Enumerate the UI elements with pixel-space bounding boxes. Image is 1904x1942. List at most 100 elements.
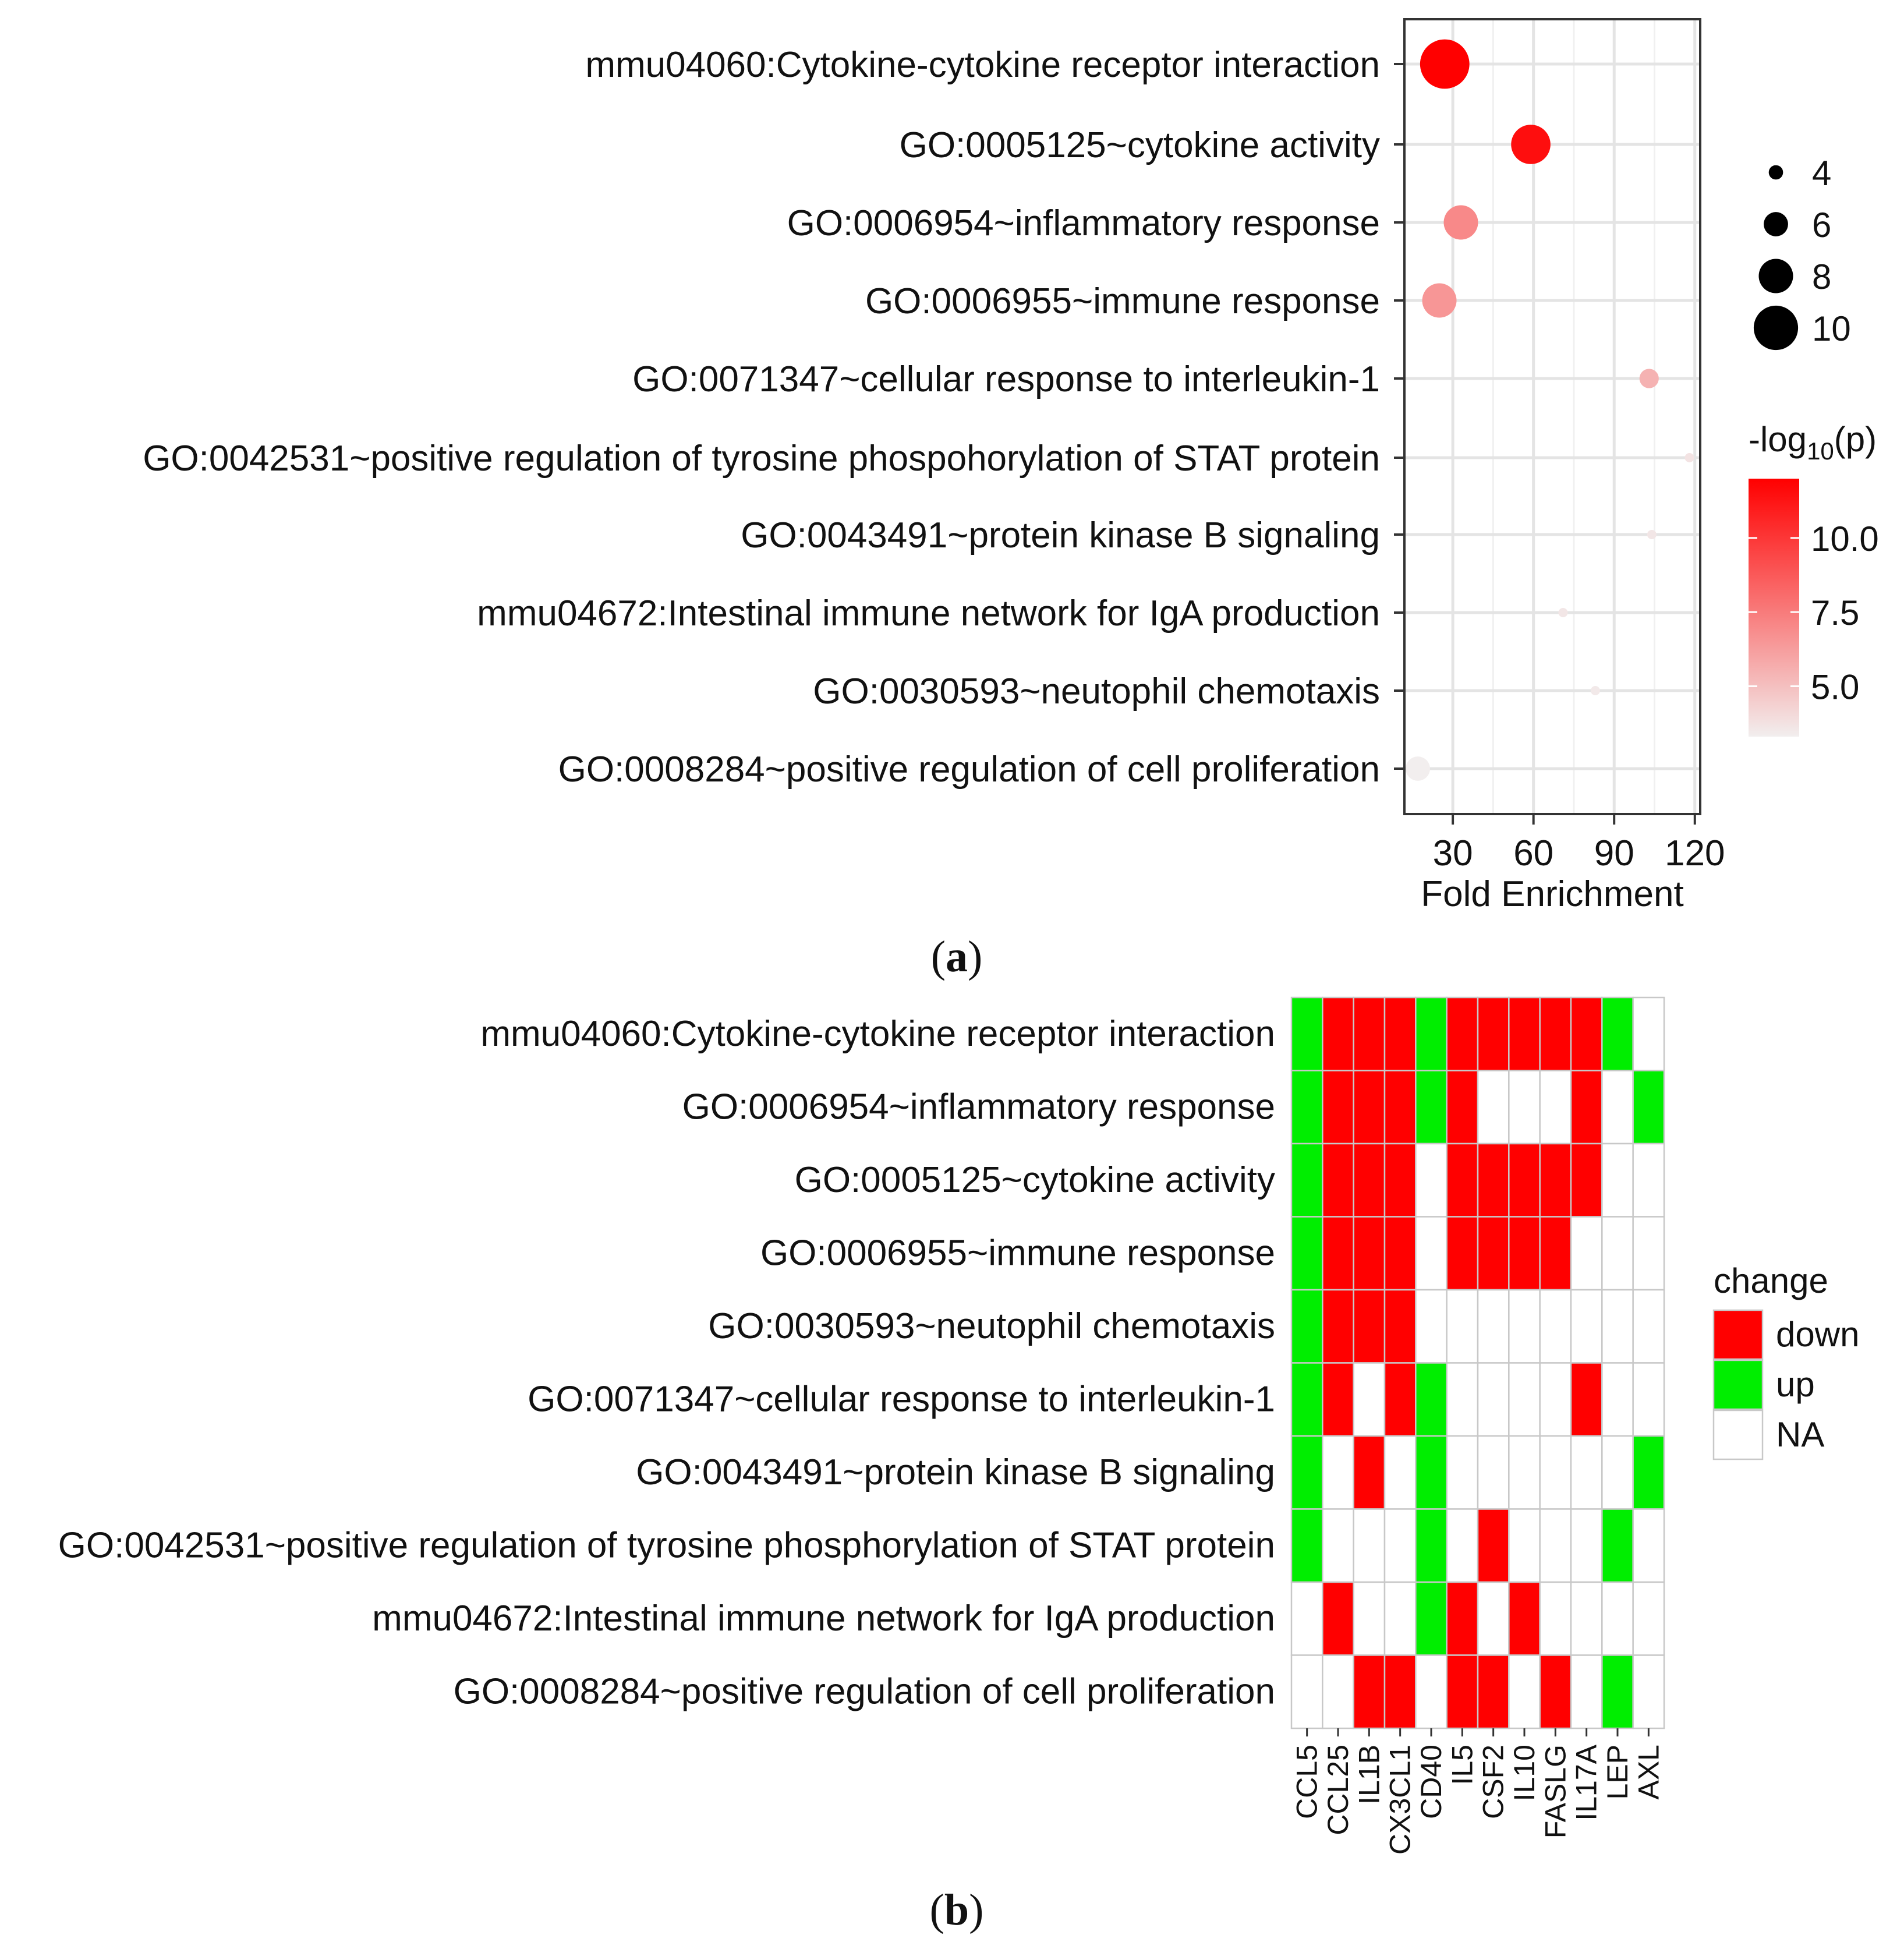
heatmap-cell — [1353, 1070, 1386, 1145]
color-bar-tick-label: 10.0 — [1811, 519, 1879, 558]
change-legend-swatch — [1712, 1359, 1764, 1410]
heatmap-column-label: FASLG — [1539, 1745, 1572, 1838]
heatmap-cell — [1290, 1142, 1323, 1218]
heatmap-cell — [1508, 996, 1541, 1071]
panel-a-letter: a — [946, 932, 968, 981]
heatmap-cell — [1539, 1581, 1572, 1656]
heatmap-cell — [1353, 1654, 1386, 1729]
heatmap-cell — [1570, 1508, 1603, 1583]
heatmap-cell — [1446, 996, 1479, 1071]
heatmap-cell — [1539, 1289, 1572, 1364]
heatmap-column-label: CX3CL1 — [1384, 1745, 1417, 1855]
heatmap-cell — [1570, 1435, 1603, 1510]
heatmap-cell — [1383, 996, 1417, 1071]
heatmap-cell — [1383, 1508, 1417, 1583]
bubble-point — [1647, 530, 1657, 539]
panel-b-open-paren: ( — [930, 1886, 944, 1934]
change-legend: change down up NA — [1712, 1261, 1859, 1460]
heatmap-cell — [1446, 1070, 1479, 1145]
heatmap-cell — [1290, 1581, 1323, 1656]
bubble-category-label: GO:0005125~cytokine activity — [900, 125, 1380, 165]
heatmap-cell — [1322, 1435, 1354, 1510]
bubble-point — [1511, 125, 1551, 164]
heatmap-cell — [1601, 1070, 1634, 1145]
heatmap-cell — [1539, 1435, 1572, 1510]
heatmap-cell — [1539, 1654, 1572, 1729]
heatmap-cell — [1632, 1070, 1665, 1145]
bubble-category-label: mmu04060:Cytokine-cytokine receptor inte… — [585, 45, 1380, 85]
heatmap-cell — [1632, 1362, 1665, 1437]
bubble-category-label: GO:0008284~positive regulation of cell p… — [558, 749, 1380, 790]
heatmap-cell — [1477, 1581, 1510, 1656]
heatmap-cell — [1322, 1654, 1354, 1729]
change-legend-label: up — [1776, 1365, 1815, 1404]
heatmap-cell — [1601, 1654, 1634, 1729]
heatmap-cell — [1477, 1508, 1510, 1583]
heatmap-cell — [1477, 996, 1510, 1071]
heatmap-cell — [1383, 1216, 1417, 1291]
heatmap-cell — [1290, 1289, 1323, 1364]
bubble-point — [1558, 608, 1568, 617]
color-bar — [1749, 479, 1799, 737]
heatmap-cell — [1570, 1070, 1603, 1145]
size-legend: 4 6 8 10 — [1753, 154, 1851, 351]
bubble-x-axis: 30 60 90 120 — [1433, 814, 1725, 873]
heatmap-cell — [1383, 1362, 1417, 1437]
heatmap-cell — [1570, 1142, 1603, 1218]
heatmap-column-label: CCL25 — [1322, 1745, 1354, 1835]
heatmap-cell — [1290, 996, 1323, 1071]
heatmap-cell — [1322, 1289, 1354, 1364]
heatmap-cell — [1539, 1142, 1572, 1218]
heatmap-cell — [1446, 1216, 1479, 1291]
change-legend-label: NA — [1776, 1415, 1824, 1454]
heatmap-cell — [1322, 1581, 1354, 1656]
bubble-point — [1684, 453, 1694, 462]
heatmap-cells — [1290, 996, 1665, 1729]
bubble-x-tick-label: 90 — [1594, 833, 1634, 873]
panel-a-close-paren: ) — [968, 932, 982, 981]
heatmap-cell — [1632, 1581, 1665, 1656]
heatmap-cell — [1601, 1142, 1634, 1218]
size-legend-label: 4 — [1812, 154, 1831, 193]
heatmap-cell — [1353, 1289, 1386, 1364]
heatmap-cell — [1383, 1581, 1417, 1656]
heatmap-cell — [1632, 1216, 1665, 1291]
change-legend-swatch — [1712, 1409, 1764, 1460]
heatmap-cell — [1508, 1508, 1541, 1583]
heatmap-cell — [1508, 1654, 1541, 1729]
heatmap-cell — [1508, 1362, 1541, 1437]
heatmap-cell — [1383, 1654, 1417, 1729]
panel-b-letter: b — [944, 1886, 969, 1934]
bubble-x-tick-label: 60 — [1513, 833, 1553, 873]
heatmap-row-labels: mmu04060:Cytokine-cytokine receptor inte… — [58, 1014, 1275, 1712]
heatmap-cell — [1446, 1142, 1479, 1218]
heatmap-cell — [1570, 1289, 1603, 1364]
heatmap-cell — [1322, 1070, 1354, 1145]
heatmap-column-label: IL1B — [1353, 1745, 1385, 1805]
heatmap-cell — [1601, 1362, 1634, 1437]
heatmap-cell — [1477, 1142, 1510, 1218]
heatmap-cell — [1446, 1362, 1479, 1437]
heatmap-cell — [1415, 996, 1448, 1071]
bubble-point — [1590, 686, 1600, 695]
size-legend-dot — [1768, 165, 1783, 180]
heatmap-row-label: GO:0006954~inflammatory response — [682, 1087, 1275, 1127]
size-legend-dot — [1764, 212, 1788, 236]
heatmap-cell — [1477, 1362, 1510, 1437]
heatmap-column-label: IL5 — [1446, 1745, 1478, 1785]
heatmap-cell — [1415, 1581, 1448, 1656]
heatmap-column-label: AXL — [1632, 1745, 1665, 1800]
bubble-category-label: GO:0030593~neutophil chemotaxis — [813, 671, 1380, 712]
heatmap-cell — [1415, 1070, 1448, 1145]
bubble-category-label: GO:0071347~cellular response to interleu… — [632, 359, 1380, 399]
color-bar-tick-label: 5.0 — [1811, 667, 1859, 706]
heatmap-cell — [1415, 1362, 1448, 1437]
heatmap-cell — [1353, 996, 1386, 1071]
heatmap-cell — [1477, 1435, 1510, 1510]
bubble-point — [1443, 205, 1478, 240]
bubble-category-label: GO:0043491~protein kinase B signaling — [741, 515, 1380, 556]
color-legend-title-sub: 10 — [1807, 437, 1834, 465]
heatmap-cell — [1415, 1289, 1448, 1364]
heatmap-cell — [1290, 1070, 1323, 1145]
heatmap-cell — [1383, 1289, 1417, 1364]
